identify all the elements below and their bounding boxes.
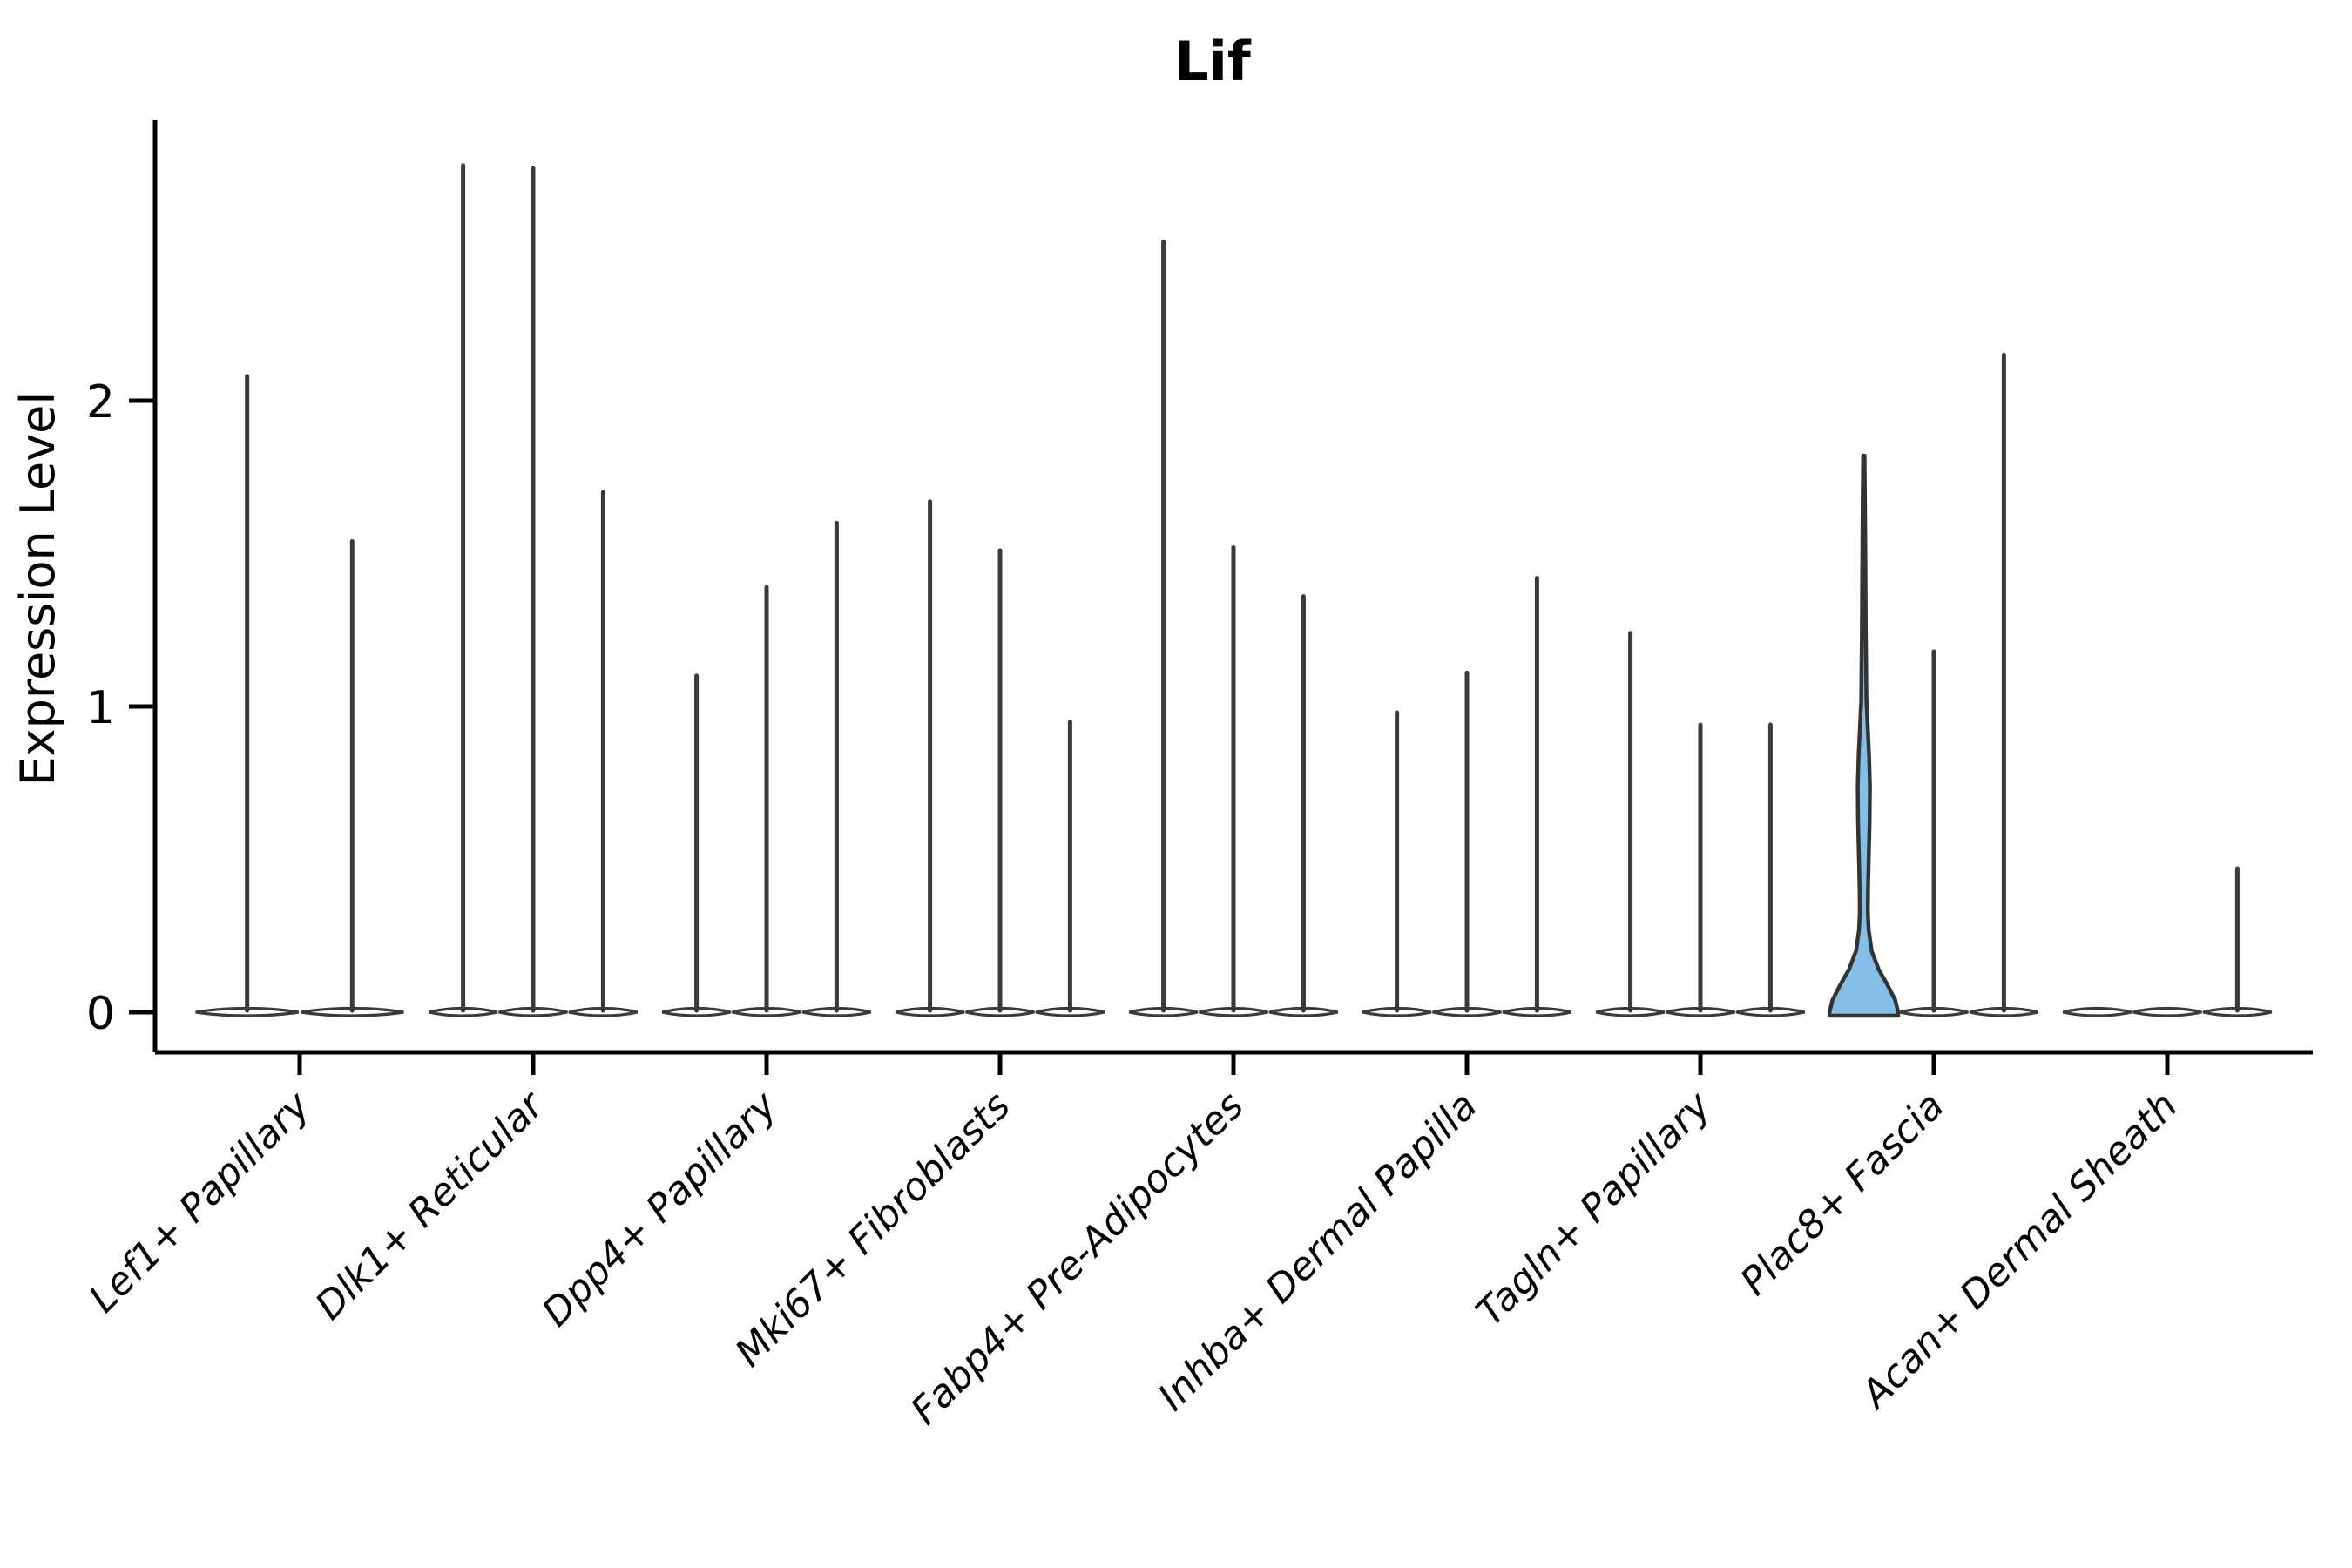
- highlighted-violin: [1827, 453, 1901, 1018]
- y-axis-ticks: 0 1 2: [86, 376, 155, 1040]
- x-tick-label: Tagln+ Papillary: [1468, 1083, 1720, 1335]
- x-axis-ticks: [297, 1052, 2170, 1075]
- violin-base: [2132, 1006, 2202, 1017]
- x-tick-label: Plac8+ Fascia: [1732, 1084, 1952, 1304]
- x-tick-label: Lef1+ Papillary: [81, 1083, 320, 1321]
- x-tick-label: Dlk1+ Reticular: [307, 1082, 553, 1328]
- violin-shapes: [195, 163, 2273, 1018]
- y-axis-label: Expression Level: [10, 392, 65, 787]
- x-tick-label: Dpp4+ Papillary: [534, 1083, 787, 1335]
- chart-title: Lif: [1174, 30, 1252, 93]
- violin-base: [2062, 1006, 2132, 1017]
- y-tick-label: 1: [86, 682, 115, 734]
- y-tick-label: 2: [86, 376, 115, 429]
- y-tick-label: 0: [86, 988, 115, 1040]
